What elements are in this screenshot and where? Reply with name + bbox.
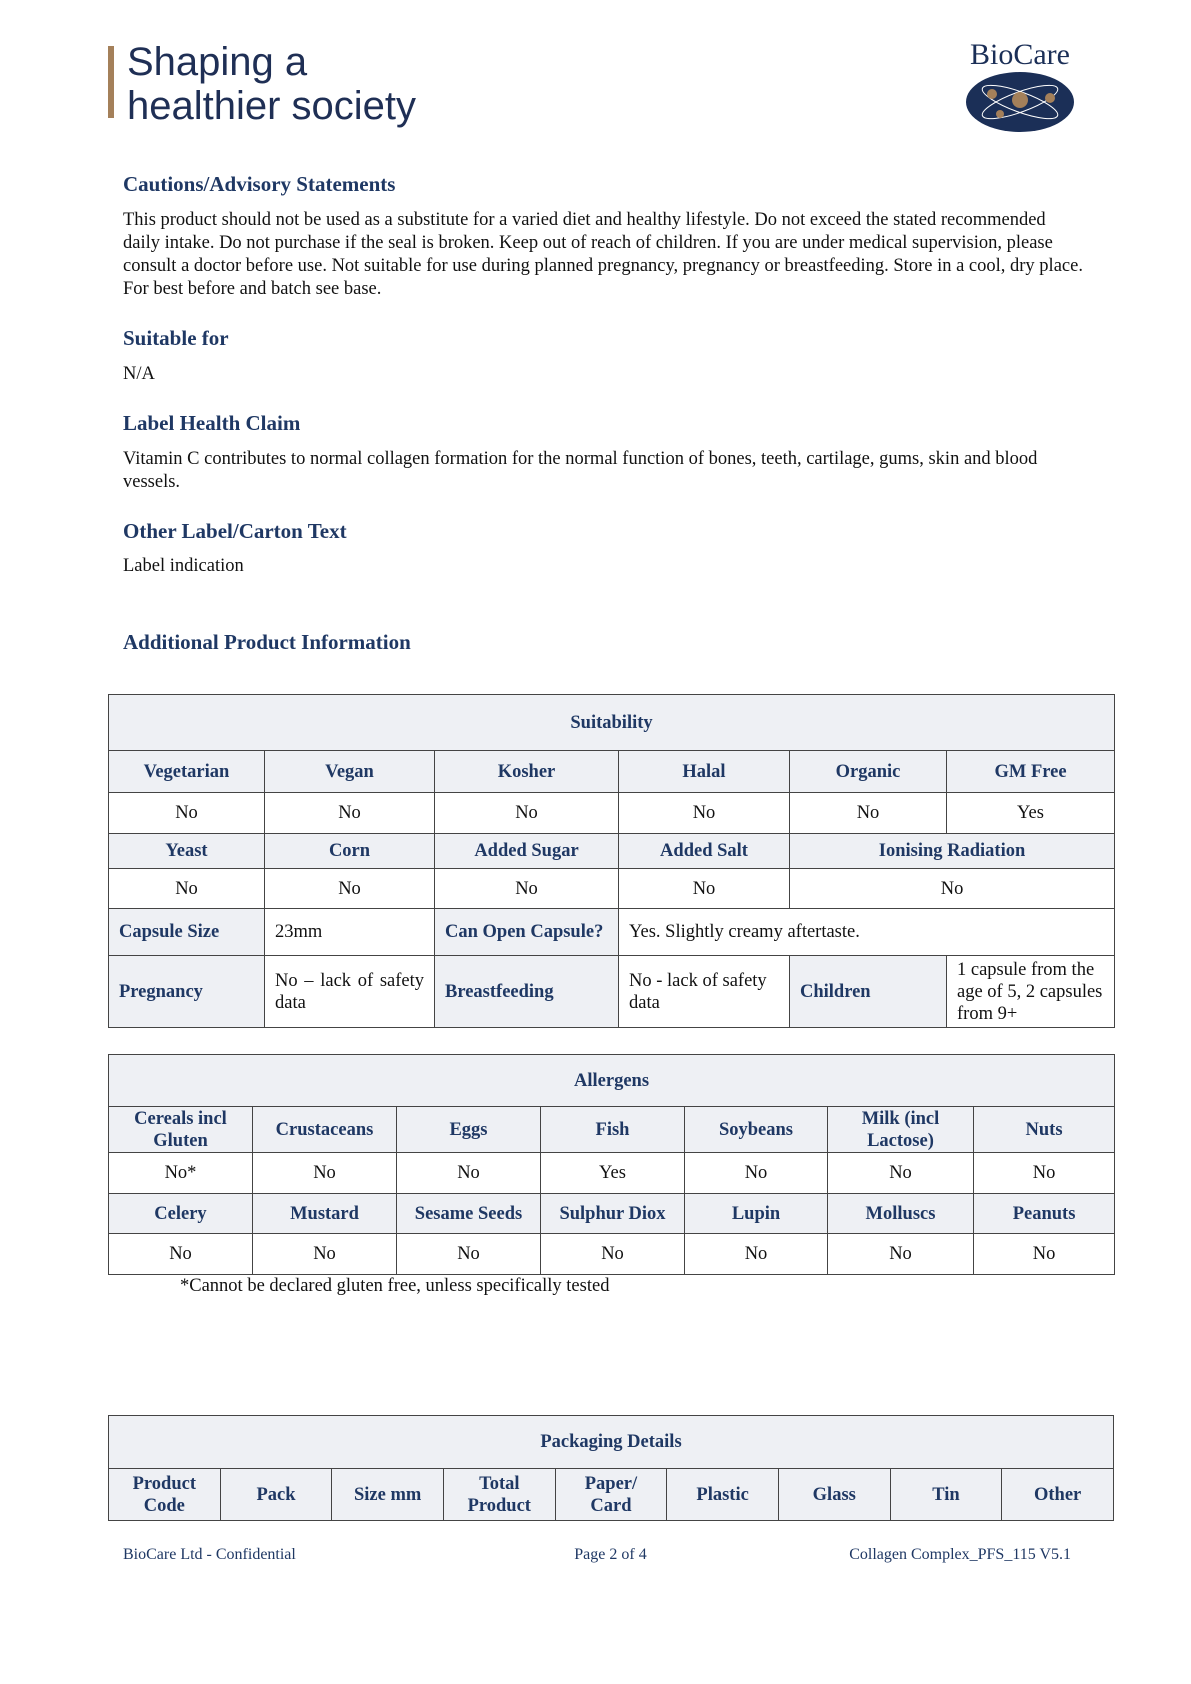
section-heading: Other Label/Carton Text	[123, 519, 347, 543]
column-header: Fish	[540, 1106, 685, 1153]
pregnancy-value: No – lack of safety data	[264, 955, 435, 1028]
can-open-value: Yes. Slightly creamy aftertaste.	[617, 908, 1116, 956]
column-header: Yeast	[108, 833, 265, 869]
column-header: Other	[1001, 1468, 1114, 1521]
column-header: Size mm	[331, 1468, 444, 1521]
column-header: Nuts	[972, 1106, 1116, 1153]
section-body: Vitamin C contributes to normal collagen…	[123, 449, 1038, 492]
cell-value: No	[540, 1233, 685, 1275]
column-header: Vegan	[264, 750, 435, 793]
section-heading: Cautions/Advisory Statements	[123, 172, 396, 196]
children-value: 1 capsule from the age of 5, 2 capsules …	[945, 955, 1116, 1028]
cell-value: No	[684, 1152, 828, 1194]
cell-value: No	[684, 1233, 828, 1275]
cell-value: No	[618, 792, 790, 834]
additional-info-heading: Additional Product Information	[123, 630, 411, 654]
breastfeeding-value: No - lack of safety data	[618, 955, 790, 1028]
column-header: Sulphur Diox	[540, 1193, 685, 1234]
section-body: This product should not be used as a sub…	[123, 210, 1083, 299]
column-header: GM Free	[945, 750, 1116, 793]
column-header: Tin	[889, 1468, 1003, 1521]
footer-right: Collagen Complex_PFS_115 V5.1	[849, 1546, 1071, 1563]
breastfeeding-label: Breastfeeding	[434, 955, 619, 1028]
cell-value: No	[264, 868, 435, 909]
column-header: Celery	[108, 1193, 253, 1234]
cell-value: No	[396, 1233, 541, 1275]
table-title: Suitability	[107, 694, 1116, 751]
column-header: Crustaceans	[252, 1106, 397, 1153]
cell-value: No	[252, 1233, 397, 1275]
footer-page-number: Page 2 of 4	[574, 1546, 647, 1563]
column-header: Milk (incl Lactose)	[827, 1106, 974, 1153]
pregnancy-label: Pregnancy	[108, 955, 265, 1028]
children-label: Children	[789, 955, 947, 1028]
cell-value: No	[396, 1152, 541, 1194]
slogan: Shaping a healthier society	[127, 40, 416, 128]
cell-value: No	[789, 792, 947, 834]
column-header: Molluscs	[827, 1193, 974, 1234]
column-header: Ionising Radiation	[788, 833, 1116, 869]
column-header: Soybeans	[684, 1106, 828, 1153]
column-header: Corn	[264, 833, 435, 869]
cell-value: No	[827, 1152, 974, 1194]
column-header: Organic	[789, 750, 947, 793]
slogan-accent-bar	[108, 46, 114, 118]
column-header: Cereals incl Gluten	[108, 1106, 253, 1153]
column-header: Total Product	[442, 1468, 556, 1521]
cell-value: Yes	[540, 1152, 685, 1194]
cell-value: No	[618, 868, 790, 909]
packaging-table: Packaging Details Product Code Pack Size m…	[108, 1415, 1114, 1521]
column-header: Product Code	[108, 1468, 221, 1521]
allergens-table: Allergens Cereals incl Gluten Crustaceans…	[107, 1054, 1116, 1275]
cell-value: No	[827, 1233, 974, 1275]
cell-value: No	[252, 1152, 397, 1194]
column-header: Plastic	[666, 1468, 779, 1521]
cell-value: No	[788, 868, 1116, 909]
table-title: Allergens	[107, 1054, 1116, 1107]
cell-value: No	[108, 792, 265, 834]
cell-value: No	[108, 868, 265, 909]
svg-text:BioCare: BioCare	[970, 38, 1070, 71]
cell-value: Yes	[945, 792, 1116, 834]
column-header: Sesame Seeds	[396, 1193, 541, 1234]
column-header: Glass	[777, 1468, 891, 1521]
biocare-logo: BioCare	[966, 38, 1074, 132]
suitability-table: Suitability Vegetarian Vegan Kosher Halal Or…	[107, 694, 1116, 1028]
section-heading: Label Health Claim	[123, 411, 301, 435]
column-header: Pack	[219, 1468, 333, 1521]
cell-value: No	[434, 868, 619, 909]
can-open-label: Can Open Capsule?	[434, 908, 619, 956]
section-heading: Suitable for	[123, 326, 229, 350]
capsule-size-value: 23mm	[264, 908, 435, 956]
slogan-line: healthier society	[127, 84, 417, 128]
column-header: Added Salt	[618, 833, 790, 869]
column-header: Lupin	[684, 1193, 828, 1234]
column-header: Mustard	[252, 1193, 397, 1234]
cell-value: No	[972, 1233, 1116, 1275]
allergen-footnote: *Cannot be declared gluten free, unless …	[180, 1276, 610, 1296]
column-header: Kosher	[434, 750, 619, 793]
cell-value: No	[264, 792, 435, 834]
slogan-line: Shaping a	[127, 40, 308, 84]
cell-value: No	[108, 1233, 253, 1275]
column-header: Peanuts	[972, 1193, 1116, 1234]
cell-value: No*	[108, 1152, 253, 1194]
section-body: N/A	[123, 364, 155, 384]
table-title: Packaging Details	[108, 1415, 1114, 1469]
column-header: Added Sugar	[434, 833, 619, 869]
column-header: Vegetarian	[108, 750, 265, 793]
footer-left: BioCare Ltd - Confidential	[123, 1546, 296, 1563]
capsule-size-label: Capsule Size	[108, 908, 265, 956]
column-header: Eggs	[396, 1106, 541, 1153]
column-header: Halal	[618, 750, 790, 793]
section-body: Label indication	[123, 556, 244, 576]
cell-value: No	[434, 792, 619, 834]
column-header: Paper/ Card	[554, 1468, 668, 1521]
cell-value: No	[972, 1152, 1116, 1194]
